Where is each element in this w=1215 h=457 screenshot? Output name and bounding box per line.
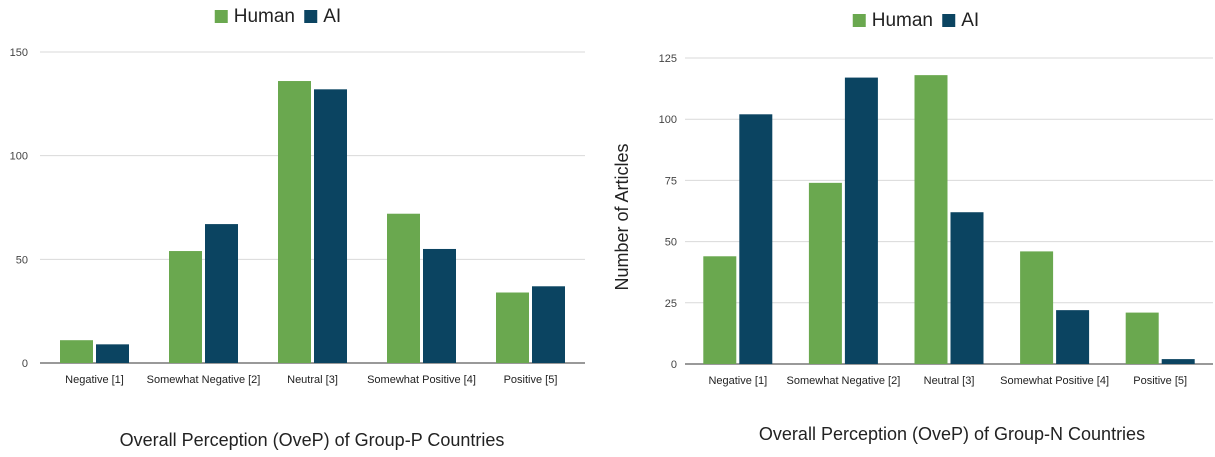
x-category-label: Somewhat Negative [2]: [787, 375, 901, 387]
x-category-label: Neutral [3]: [924, 375, 975, 387]
legend-swatch-human: [852, 14, 866, 27]
y-tick-label: 0: [671, 359, 677, 371]
x-category-label: Positive [5]: [1133, 375, 1187, 387]
bar-human-5: [1125, 312, 1159, 364]
x-category-label: Positive [5]: [504, 374, 558, 386]
x-category-label: Negative [1]: [65, 374, 124, 386]
legend-label-ai: AI: [323, 6, 341, 27]
legend-label-human: Human: [234, 6, 295, 27]
bar-human-1: [60, 340, 93, 363]
bar-ai-3: [314, 89, 347, 363]
x-category-label: Somewhat Negative [2]: [147, 374, 261, 386]
x-category-label: Negative [1]: [708, 375, 767, 387]
y-tick-label: 100: [10, 151, 28, 163]
bar-human-4: [387, 213, 420, 363]
legend-label-ai: AI: [961, 10, 979, 31]
bar-human-2: [169, 251, 202, 363]
y-tick-label: 50: [16, 254, 28, 266]
x-axis-title: Overall Perception (OveP) of Group-N Cou…: [759, 424, 1145, 444]
bar-ai-5: [1161, 359, 1195, 364]
legend-label-human: Human: [872, 10, 933, 31]
y-tick-label: 100: [659, 114, 677, 126]
y-tick-label: 50: [665, 237, 677, 249]
y-tick-label: 25: [665, 298, 677, 310]
bar-ai-2: [844, 77, 878, 365]
legend-swatch-ai: [942, 14, 956, 27]
bar-human-1: [703, 256, 737, 364]
x-category-label: Somewhat Positive [4]: [367, 374, 476, 386]
x-category-label: Neutral [3]: [287, 374, 338, 386]
bar-human-4: [1020, 251, 1054, 364]
bar-human-2: [808, 182, 842, 364]
x-category-label: Somewhat Positive [4]: [1000, 375, 1109, 387]
y-tick-label: 150: [10, 47, 28, 59]
bar-ai-5: [532, 286, 565, 363]
y-tick-label: 75: [665, 175, 677, 187]
legend-swatch-human: [214, 10, 228, 23]
y-tick-label: 125: [659, 53, 677, 65]
bar-ai-1: [739, 114, 773, 364]
chart-1: 0 50 100 150 Negative [1] Somewhat Negative […: [10, 6, 585, 450]
bar-human-3: [278, 81, 311, 363]
bar-ai-3: [950, 212, 984, 364]
bar-human-3: [914, 75, 948, 365]
x-axis-title: Overall Perception (OveP) of Group-P Cou…: [120, 430, 505, 450]
bar-ai-1: [96, 344, 129, 363]
y-axis-title: Number of Articles: [612, 143, 632, 290]
bar-ai-4: [423, 248, 456, 363]
y-tick-label: 0: [22, 358, 28, 370]
bar-ai-4: [1056, 310, 1090, 364]
bar-human-5: [496, 292, 529, 363]
bar-ai-2: [205, 224, 238, 363]
chart-2: 0 25 50 75 100 125 Negative [1] Somewhat Negati…: [612, 10, 1213, 444]
legend-swatch-ai: [304, 10, 318, 23]
